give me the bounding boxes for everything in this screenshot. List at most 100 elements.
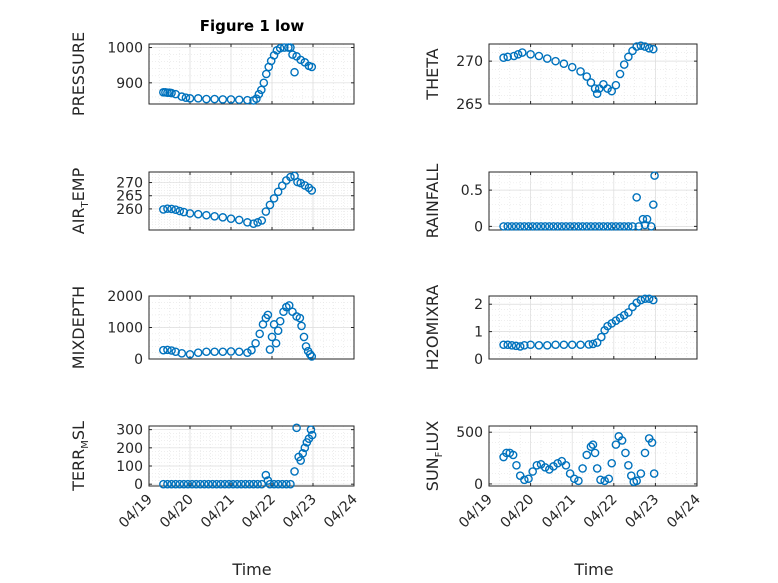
data-point <box>517 48 527 57</box>
data-point <box>590 222 600 231</box>
data-point <box>175 479 185 489</box>
data-point <box>269 194 279 203</box>
data-point <box>628 222 637 231</box>
data-point <box>590 84 600 93</box>
data-point <box>607 458 617 468</box>
data-point <box>307 352 317 361</box>
data-point <box>553 458 562 468</box>
data-point <box>282 479 291 489</box>
x-axis-label-right: Time <box>573 560 613 579</box>
data-point <box>307 186 317 195</box>
subplot-5: 0 1000 2000 MIXDEPTH <box>69 286 355 369</box>
data-point <box>567 340 577 350</box>
data-point <box>499 222 508 231</box>
data-point <box>234 215 244 225</box>
data-point <box>624 461 633 470</box>
data-point <box>526 49 535 59</box>
data-point <box>295 313 305 323</box>
data-point <box>512 461 521 470</box>
data-point <box>513 49 523 59</box>
data-point <box>526 340 535 350</box>
data-point <box>511 222 521 231</box>
data-point <box>179 479 189 489</box>
data-point <box>567 62 577 72</box>
y-axis-label: TERRMSL <box>69 421 91 492</box>
data-point <box>621 448 630 458</box>
data-point <box>503 52 513 62</box>
subplot-4: 0 0.5 RAINFALL <box>423 164 698 239</box>
data-point <box>249 219 258 228</box>
data-point <box>574 222 583 231</box>
data-point <box>565 469 575 478</box>
data-point <box>611 440 621 449</box>
data-point <box>576 340 585 350</box>
data-point <box>586 78 596 87</box>
data-point <box>561 222 571 231</box>
y-tick-label: 0.5 <box>461 183 483 199</box>
data-point <box>306 425 316 434</box>
data-point <box>216 479 226 489</box>
data-point <box>551 340 560 350</box>
data-point <box>649 469 659 478</box>
data-point <box>582 450 592 460</box>
data-point <box>234 347 244 357</box>
data-point <box>540 463 550 472</box>
data-point <box>210 211 219 221</box>
data-point <box>218 213 228 222</box>
data-point <box>600 476 609 486</box>
y-tick-label: 100 <box>116 459 143 475</box>
data-point <box>615 69 625 79</box>
data-point <box>578 464 587 473</box>
series-markers <box>159 423 317 489</box>
data-point <box>534 341 544 350</box>
data-point <box>632 476 641 486</box>
y-axis-label: RAINFALL <box>423 164 442 239</box>
data-point <box>515 342 525 351</box>
data-point <box>520 341 529 350</box>
data-point <box>171 347 180 357</box>
data-point <box>619 60 629 69</box>
data-point <box>202 347 211 357</box>
data-point <box>185 94 195 103</box>
data-point <box>185 209 195 218</box>
subplot-6: 0 1 2 H2OMIXRA <box>423 285 698 370</box>
data-point <box>569 474 579 484</box>
data-point <box>624 52 633 62</box>
data-point <box>288 50 297 59</box>
data-point <box>640 220 650 230</box>
data-point <box>271 338 281 348</box>
data-point <box>559 340 569 350</box>
data-point <box>646 222 656 231</box>
data-point <box>273 187 283 197</box>
y-tick-label: 265 <box>456 97 483 113</box>
data-point <box>590 448 600 458</box>
data-point <box>557 222 567 231</box>
data-point <box>191 479 201 489</box>
data-point <box>588 339 598 349</box>
subplot-1: 900 1000 PRESSURE <box>69 32 355 116</box>
data-point <box>273 479 283 489</box>
data-point <box>647 438 657 447</box>
data-point <box>202 94 211 104</box>
y-tick-label: 1000 <box>107 321 143 337</box>
data-point <box>576 67 585 76</box>
data-point <box>261 207 271 216</box>
data-point <box>202 210 211 220</box>
data-point <box>596 475 605 485</box>
data-point <box>255 329 265 339</box>
data-point <box>636 469 646 478</box>
y-tick-label: 2 <box>474 297 483 313</box>
y-tick-label: 260 <box>116 202 143 218</box>
data-point <box>263 310 273 320</box>
series-markers <box>499 41 658 99</box>
data-point <box>163 204 172 213</box>
y-axis-label: THETA <box>423 48 442 100</box>
data-point <box>632 42 641 51</box>
data-point <box>241 479 250 489</box>
data-point <box>636 295 646 305</box>
data-point <box>159 479 168 489</box>
data-point <box>509 51 519 61</box>
data-point <box>210 347 219 357</box>
